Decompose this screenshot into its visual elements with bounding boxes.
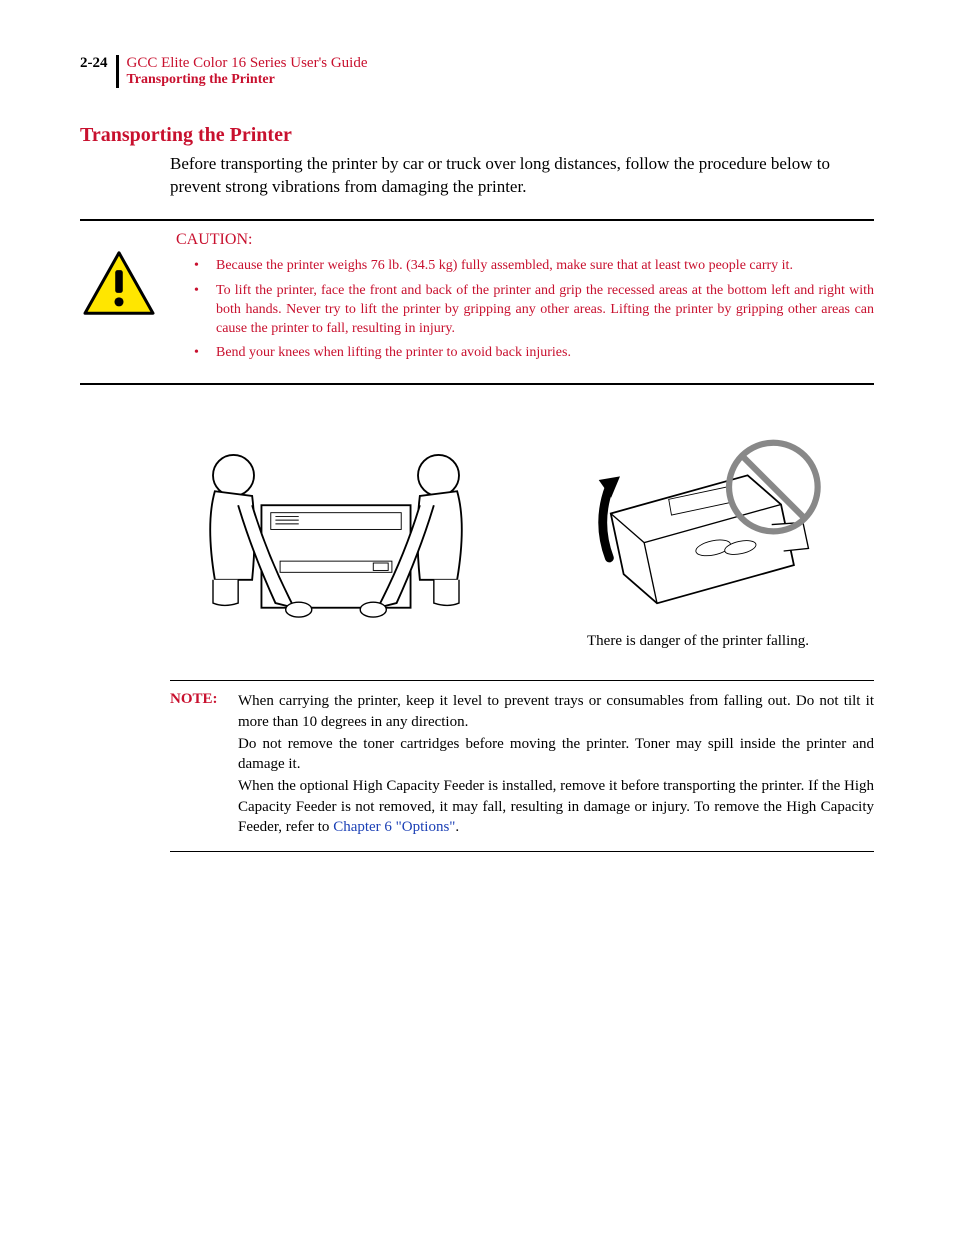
note-block: NOTE: When carrying the printer, keep it… [170, 681, 874, 852]
illustration-row: There is danger of the printer falling. [170, 425, 864, 650]
page-number: 2-24 [80, 55, 116, 72]
note-paragraph: When carrying the printer, keep it level… [238, 691, 874, 732]
illustration-lifting [170, 440, 502, 650]
illustration-prohibited: There is danger of the printer falling. [532, 425, 864, 650]
section-heading: Transporting the Printer [80, 124, 874, 147]
warning-triangle-icon [80, 231, 158, 322]
caution-list: Because the printer weighs 76 lb. (34.5 … [176, 257, 874, 363]
caution-box: CAUTION: Because the printer weighs 76 l… [80, 219, 874, 385]
caution-item: Because the printer weighs 76 lb. (34.5 … [204, 257, 874, 276]
caution-item: Bend your knees when lifting the printer… [204, 344, 874, 363]
caution-label: CAUTION: [176, 231, 874, 249]
intro-paragraph: Before transporting the printer by car o… [170, 153, 874, 199]
caution-item: To lift the printer, face the front and … [204, 282, 874, 339]
chapter-link[interactable]: Chapter 6 "Options" [333, 819, 455, 835]
note-paragraph: Do not remove the toner cartridges befor… [238, 734, 874, 775]
illustration-caption: There is danger of the printer falling. [532, 633, 864, 650]
note-body: When carrying the printer, keep it level… [238, 691, 874, 839]
note-label: NOTE: [170, 691, 238, 839]
note-paragraph: When the optional High Capacity Feeder i… [238, 776, 874, 837]
header-divider [116, 55, 119, 88]
note-text: . [455, 819, 459, 835]
guide-title: GCC Elite Color 16 Series User's Guide [127, 55, 368, 72]
page-header: 2-24 GCC Elite Color 16 Series User's Gu… [80, 55, 874, 88]
breadcrumb: Transporting the Printer [127, 72, 368, 88]
